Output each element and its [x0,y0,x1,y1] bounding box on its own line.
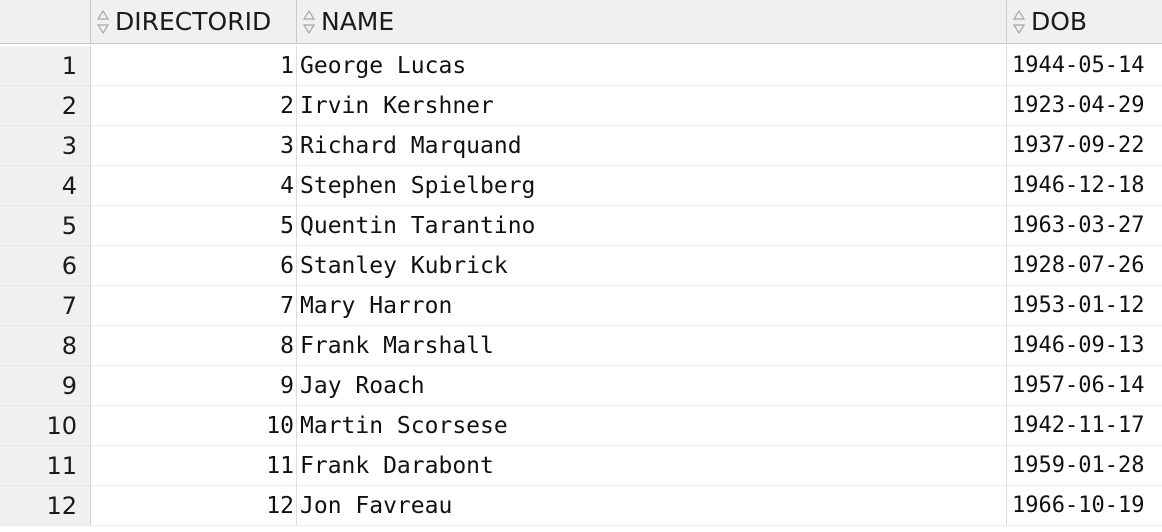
column-header-dob[interactable]: DOB [1007,0,1162,43]
row-number[interactable]: 8 [0,326,91,366]
header-corner [0,0,91,43]
column-header-directorid[interactable]: DIRECTORID [91,0,297,43]
sort-arrows-icon[interactable] [95,7,111,37]
cell-dob[interactable]: 1966-10-19 [1007,486,1162,526]
table-row[interactable]: 6 6 Stanley Kubrick 1928-07-26 [0,246,1162,286]
column-label: DIRECTORID [115,7,272,36]
row-number[interactable]: 3 [0,126,91,166]
cell-dob[interactable]: 1942-11-17 [1007,406,1162,446]
cell-dob[interactable]: 1928-07-26 [1007,246,1162,286]
sort-arrows-icon[interactable] [301,7,317,37]
cell-directorid[interactable]: 9 [91,366,297,406]
cell-dob[interactable]: 1953-01-12 [1007,286,1162,326]
cell-name[interactable]: Quentin Tarantino [297,206,1007,246]
cell-directorid[interactable]: 5 [91,206,297,246]
row-number[interactable]: 4 [0,166,91,206]
row-number[interactable]: 2 [0,86,91,126]
table-row[interactable]: 4 4 Stephen Spielberg 1946-12-18 [0,166,1162,206]
row-number[interactable]: 1 [0,46,91,86]
table-row[interactable]: 12 12 Jon Favreau 1966-10-19 [0,486,1162,526]
row-number[interactable]: 9 [0,366,91,406]
row-number[interactable]: 12 [0,486,91,526]
table-row[interactable]: 10 10 Martin Scorsese 1942-11-17 [0,406,1162,446]
table-row[interactable]: 11 11 Frank Darabont 1959-01-28 [0,446,1162,486]
cell-directorid[interactable]: 8 [91,326,297,366]
table-row[interactable]: 7 7 Mary Harron 1953-01-12 [0,286,1162,326]
row-number[interactable]: 11 [0,446,91,486]
cell-name[interactable]: Stanley Kubrick [297,246,1007,286]
cell-directorid[interactable]: 7 [91,286,297,326]
cell-name[interactable]: Jay Roach [297,366,1007,406]
cell-name[interactable]: Mary Harron [297,286,1007,326]
cell-dob[interactable]: 1946-09-13 [1007,326,1162,366]
cell-directorid[interactable]: 10 [91,406,297,446]
cell-dob[interactable]: 1963-03-27 [1007,206,1162,246]
cell-dob[interactable]: 1923-04-29 [1007,86,1162,126]
column-label: DOB [1031,7,1088,36]
cell-directorid[interactable]: 6 [91,246,297,286]
cell-name[interactable]: Jon Favreau [297,486,1007,526]
column-label: NAME [321,7,395,36]
row-number[interactable]: 5 [0,206,91,246]
table-row[interactable]: 9 9 Jay Roach 1957-06-14 [0,366,1162,406]
cell-name[interactable]: George Lucas [297,46,1007,86]
table-row[interactable]: 3 3 Richard Marquand 1937-09-22 [0,126,1162,166]
grid-header: DIRECTORID NAME DOB [0,0,1162,44]
table-row[interactable]: 2 2 Irvin Kershner 1923-04-29 [0,86,1162,126]
cell-directorid[interactable]: 3 [91,126,297,166]
cell-dob[interactable]: 1957-06-14 [1007,366,1162,406]
cell-dob[interactable]: 1946-12-18 [1007,166,1162,206]
cell-name[interactable]: Frank Marshall [297,326,1007,366]
cell-directorid[interactable]: 1 [91,46,297,86]
cell-name[interactable]: Irvin Kershner [297,86,1007,126]
table-row[interactable]: 5 5 Quentin Tarantino 1963-03-27 [0,206,1162,246]
column-header-name[interactable]: NAME [297,0,1007,43]
cell-name[interactable]: Richard Marquand [297,126,1007,166]
table-row[interactable]: 1 1 George Lucas 1944-05-14 [0,46,1162,86]
row-number[interactable]: 7 [0,286,91,326]
sort-arrows-icon[interactable] [1011,7,1027,37]
cell-directorid[interactable]: 2 [91,86,297,126]
cell-directorid[interactable]: 11 [91,446,297,486]
row-number[interactable]: 6 [0,246,91,286]
cell-dob[interactable]: 1959-01-28 [1007,446,1162,486]
row-number[interactable]: 10 [0,406,91,446]
cell-dob[interactable]: 1944-05-14 [1007,46,1162,86]
cell-dob[interactable]: 1937-09-22 [1007,126,1162,166]
cell-name[interactable]: Frank Darabont [297,446,1007,486]
table-row[interactable]: 8 8 Frank Marshall 1946-09-13 [0,326,1162,366]
cell-name[interactable]: Stephen Spielberg [297,166,1007,206]
cell-directorid[interactable]: 4 [91,166,297,206]
cell-name[interactable]: Martin Scorsese [297,406,1007,446]
cell-directorid[interactable]: 12 [91,486,297,526]
